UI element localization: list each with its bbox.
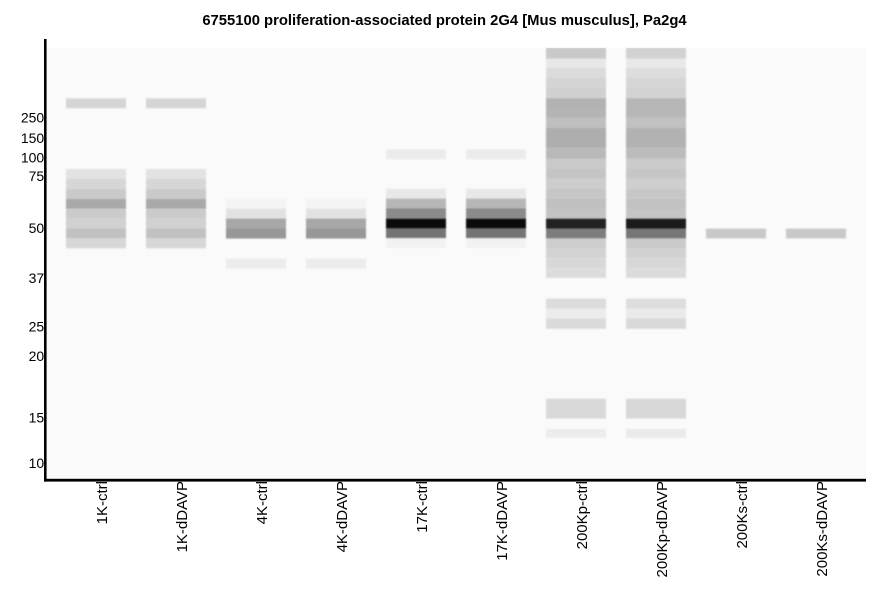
svg-text:4K-ctrl: 4K-ctrl bbox=[254, 481, 271, 524]
svg-text:200Ks-ctrl: 200Ks-ctrl bbox=[734, 481, 751, 549]
svg-text:200Kp-ctrl: 200Kp-ctrl bbox=[574, 481, 591, 549]
svg-text:250: 250 bbox=[21, 110, 45, 126]
svg-text:200Ks-dDAVP: 200Ks-dDAVP bbox=[814, 481, 831, 577]
svg-text:20: 20 bbox=[29, 348, 45, 364]
svg-text:100: 100 bbox=[21, 149, 45, 165]
svg-text:17K-dDAVP: 17K-dDAVP bbox=[494, 481, 511, 561]
svg-text:6755100 proliferation-associat: 6755100 proliferation-associated protein… bbox=[202, 13, 687, 29]
svg-text:25: 25 bbox=[29, 318, 45, 334]
svg-text:75: 75 bbox=[29, 168, 45, 184]
svg-text:50: 50 bbox=[29, 220, 45, 236]
svg-text:150: 150 bbox=[21, 130, 45, 146]
svg-text:15: 15 bbox=[29, 410, 45, 426]
svg-text:37: 37 bbox=[29, 270, 45, 286]
svg-text:17K-ctrl: 17K-ctrl bbox=[414, 481, 431, 533]
svg-text:10: 10 bbox=[29, 455, 45, 471]
svg-text:4K-dDAVP: 4K-dDAVP bbox=[334, 481, 351, 552]
svg-text:1K-ctrl: 1K-ctrl bbox=[94, 481, 111, 524]
svg-text:200Kp-dDAVP: 200Kp-dDAVP bbox=[654, 481, 671, 577]
svg-text:1K-dDAVP: 1K-dDAVP bbox=[174, 481, 191, 552]
